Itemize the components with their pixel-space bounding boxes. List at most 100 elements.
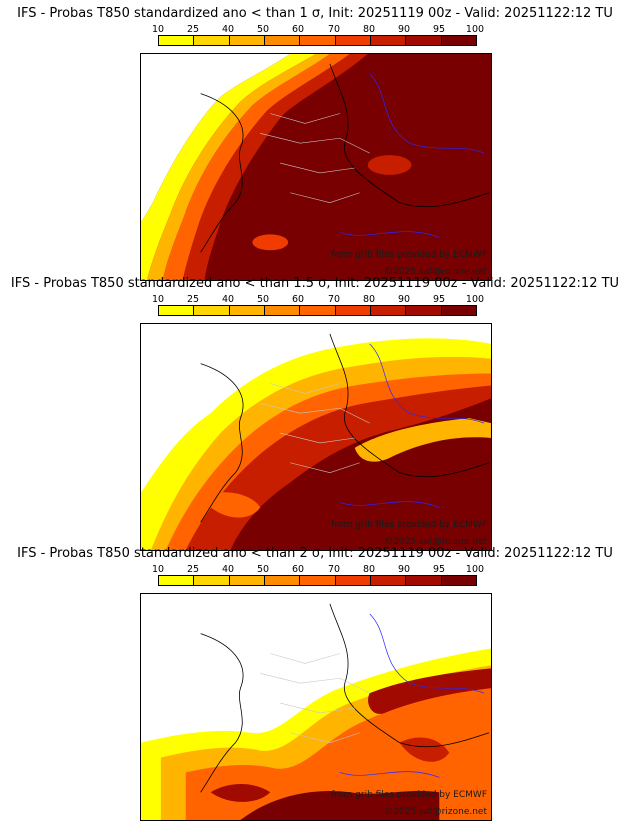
colorbar-swatch (300, 576, 336, 585)
colorbar-tick: 80 (362, 294, 376, 305)
colorbar-swatch (370, 306, 407, 315)
region-borders (260, 653, 370, 743)
colorbar-swatch (441, 576, 476, 585)
colorbar-tick: 40 (221, 564, 235, 575)
colorbar-tick: 50 (256, 24, 270, 35)
colorbar-tick: 70 (327, 564, 341, 575)
colorbar-tick: 40 (221, 294, 235, 305)
panel-title: IFS - Probas T850 standardized ano < tha… (10, 276, 620, 291)
coastline (200, 363, 244, 523)
colorbar-tick: 70 (327, 294, 341, 305)
colorbar-tick: 90 (397, 24, 411, 35)
colorbar-tick: 100 (465, 294, 485, 305)
colorbar-swatch (229, 36, 265, 45)
colorbar-swatch (441, 36, 476, 45)
colorbar-tick: 90 (397, 564, 411, 575)
map-panel-1: IFS - Probas T850 standardized ano < tha… (0, 6, 630, 282)
colorbar-swatch (229, 576, 265, 585)
credit-source: from grib files provided by ECMWF (331, 520, 487, 530)
rivers (339, 343, 485, 508)
credit-copyright: ©2025 sat@rizone.net (384, 537, 487, 547)
prob-patch (252, 234, 289, 251)
prob-patch (367, 155, 412, 175)
country-border (329, 603, 490, 748)
colorbar-swatch (441, 306, 476, 315)
map-graphic (141, 594, 491, 820)
colorbar-tick: 70 (327, 24, 341, 35)
country-border (329, 63, 490, 208)
colorbar-swatch (159, 306, 195, 315)
colorbar: 10 25 40 50 60 70 80 90 95 100 (150, 24, 484, 48)
colorbar-swatches (158, 305, 477, 316)
colorbar-swatch (159, 576, 195, 585)
colorbar-swatch (335, 576, 371, 585)
no-data-area (141, 54, 291, 223)
colorbar-swatch (264, 576, 301, 585)
colorbar-tick: 95 (432, 564, 446, 575)
prob-streak (354, 418, 491, 462)
colorbar-tick: 10 (151, 24, 165, 35)
credit-copyright: ©2025 sat@rizone.net (384, 267, 487, 277)
region-borders (260, 113, 370, 203)
colorbar-tick: 10 (151, 564, 165, 575)
colorbar-swatch (300, 306, 336, 315)
colorbar-swatches (158, 575, 477, 586)
colorbar-tick: 10 (151, 294, 165, 305)
colorbar-tick: 80 (362, 24, 376, 35)
map-panel-2: IFS - Probas T850 standardized ano < tha… (0, 276, 630, 552)
colorbar-swatches (158, 35, 477, 46)
colorbar-swatch (194, 576, 230, 585)
colorbar-tick: 100 (465, 24, 485, 35)
prob-band-60 (185, 683, 491, 820)
colorbar-swatch (406, 306, 442, 315)
probability-map: from grib files provided by ECMWF ©2025 … (140, 593, 492, 821)
prob-band-10 (141, 54, 316, 280)
panel-title: IFS - Probas T850 standardized ano < tha… (17, 546, 613, 561)
colorbar-tick: 100 (465, 564, 485, 575)
colorbar-swatch (370, 36, 407, 45)
colorbar-tick: 60 (291, 564, 305, 575)
colorbar-tick: 95 (432, 294, 446, 305)
colorbar-swatch (264, 36, 301, 45)
colorbar-tick: 25 (186, 24, 200, 35)
colorbar-swatch (300, 36, 336, 45)
map-panel-3: IFS - Probas T850 standardized ano < tha… (0, 546, 630, 822)
colorbar-tick: 90 (397, 294, 411, 305)
colorbar: 10 25 40 50 60 70 80 90 95 100 (150, 564, 484, 588)
rivers (339, 613, 485, 778)
colorbar-swatch (335, 36, 371, 45)
colorbar-swatch (229, 306, 265, 315)
colorbar-tick: 40 (221, 24, 235, 35)
prob-ridge-alps (368, 668, 491, 714)
country-border (329, 333, 490, 478)
colorbar: 10 25 40 50 60 70 80 90 95 100 (150, 294, 484, 318)
rivers (339, 73, 485, 238)
colorbar-tick: 50 (256, 564, 270, 575)
colorbar-tick: 60 (291, 24, 305, 35)
colorbar-tick: 25 (186, 294, 200, 305)
panel-title: IFS - Probas T850 standardized ano < tha… (17, 6, 613, 21)
prob-band-40 (146, 54, 330, 280)
prob-band-60 (162, 54, 350, 280)
colorbar-swatch (406, 576, 442, 585)
prob-patch (399, 737, 450, 762)
prob-band-95 (240, 790, 440, 820)
region-borders (260, 383, 370, 473)
colorbar-swatch (194, 36, 230, 45)
colorbar-tick: 80 (362, 564, 376, 575)
colorbar-tick: 95 (432, 24, 446, 35)
colorbar-swatch (335, 306, 371, 315)
prob-patch (210, 784, 271, 802)
colorbar-tick: 25 (186, 564, 200, 575)
colorbar-swatch (159, 36, 195, 45)
colorbar-swatch (370, 576, 407, 585)
prob-band-80 (182, 54, 368, 280)
colorbar-tick: 50 (256, 294, 270, 305)
credit-source: from grib files provided by ECMWF (331, 250, 487, 260)
probability-map: from grib files provided by ECMWF ©2025 … (140, 323, 492, 551)
colorbar-swatch (194, 306, 230, 315)
credit-source: from grib files provided by ECMWF (331, 790, 487, 800)
coastline (200, 633, 244, 793)
map-graphic (141, 54, 491, 280)
probability-map: from grib files provided by ECMWF ©2025 … (140, 53, 492, 281)
